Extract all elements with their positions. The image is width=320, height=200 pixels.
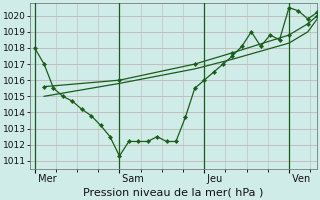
X-axis label: Pression niveau de la mer( hPa ): Pression niveau de la mer( hPa ) [84,187,264,197]
